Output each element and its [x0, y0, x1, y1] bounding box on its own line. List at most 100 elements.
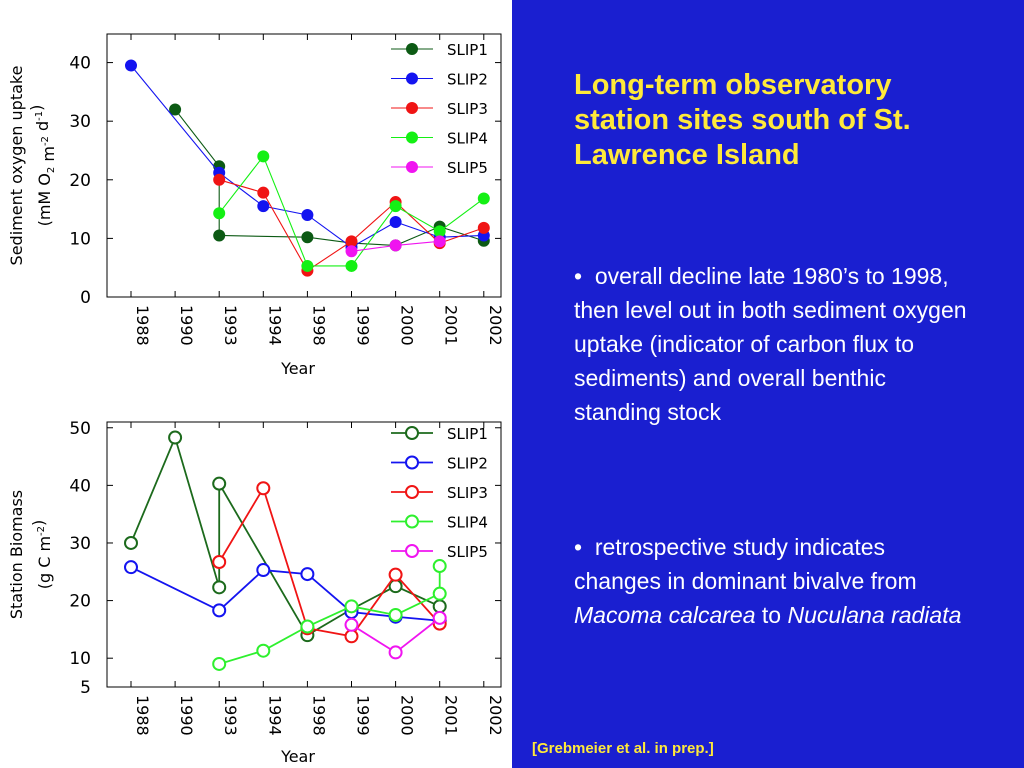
data-point-slip3: [344, 629, 359, 644]
data-point-slip1: [169, 103, 182, 116]
x-tick-label: 2002: [486, 305, 505, 346]
data-point-slip2: [301, 208, 314, 221]
bullet-marker: •: [574, 534, 583, 560]
data-point-slip5: [388, 645, 403, 660]
y-axis-title: Station Biomass: [7, 490, 26, 619]
legend-label-slip5: SLIP5: [447, 543, 488, 561]
data-point-slip2: [125, 59, 137, 72]
data-point-slip5: [389, 239, 402, 252]
plot-frame: [106, 33, 502, 298]
data-point-slip4: [300, 619, 315, 634]
series-line-slip1: [130, 434, 441, 637]
plot-frame: [106, 421, 502, 688]
data-point-slip3: [477, 221, 490, 234]
x-tick-label: 1990: [177, 305, 196, 346]
legend-marker: [405, 455, 419, 470]
legend-label-slip2: SLIP2: [447, 71, 488, 89]
data-point-slip4: [344, 599, 359, 614]
legend-label-slip3: SLIP3: [447, 100, 488, 118]
data-point-slip5: [344, 617, 359, 632]
x-axis-title: Year: [280, 747, 315, 766]
x-tick-label: 1988: [133, 305, 152, 346]
series-line-slip2: [130, 65, 484, 248]
data-point-slip3: [345, 235, 358, 248]
data-point-slip4: [432, 586, 447, 601]
x-tick-label: 2000: [398, 305, 417, 346]
x-tick-label: 1994: [265, 305, 284, 346]
citation: [Grebmeier et al. in prep.]: [532, 740, 714, 757]
x-tick-label: 1988: [133, 695, 152, 736]
legend-marker: [406, 72, 418, 85]
legend-label-slip2: SLIP2: [447, 455, 488, 473]
legend-label-slip3: SLIP3: [447, 484, 488, 502]
data-point-slip3: [213, 173, 226, 186]
data-point-slip1: [168, 430, 183, 445]
data-point-slip1: [301, 231, 314, 244]
data-point-slip2: [257, 200, 270, 213]
legend-label-slip1: SLIP1: [447, 41, 488, 59]
legend-marker: [405, 426, 419, 440]
x-tick-label: 2000: [398, 695, 417, 736]
data-point-slip4: [213, 207, 226, 220]
y-tick-label: 30: [69, 112, 91, 132]
data-point-slip3: [257, 186, 270, 199]
data-point-slip3: [388, 567, 403, 582]
x-axis-title: Year: [280, 359, 315, 378]
data-point-slip4: [301, 259, 314, 272]
x-tick-label: 2002: [486, 695, 505, 736]
data-point-slip4: [212, 656, 227, 671]
x-tick-label: 2001: [442, 695, 461, 736]
y-tick-label: 5: [80, 678, 91, 698]
data-point-slip1: [212, 476, 227, 491]
species-name-nuculana: Nuculana radiata: [787, 602, 962, 628]
legend-marker: [406, 102, 418, 114]
y-tick-label: 20: [69, 171, 91, 191]
data-point-slip2: [300, 567, 315, 582]
data-point-slip2: [124, 560, 138, 575]
legend-marker: [405, 485, 419, 499]
bullet-point-1: • overall decline late 1980’s to 1998, t…: [574, 259, 974, 429]
y-tick-label: 50: [69, 419, 91, 439]
data-point-slip2: [389, 215, 402, 228]
x-tick-label: 1998: [309, 305, 328, 346]
y-tick-label: 20: [69, 592, 91, 612]
bullet-marker: •: [574, 263, 583, 289]
text-panel: Long-term observatory station sites sout…: [512, 0, 1024, 768]
data-point-slip4: [477, 192, 490, 205]
data-point-slip5: [433, 235, 446, 248]
data-point-slip4: [433, 225, 446, 238]
x-tick-label: 1999: [354, 305, 373, 346]
station-biomass-chart: 5 10 20 30 40 50 1988 1990 1993 1994 1998 1999 2000 2…: [7, 419, 505, 766]
x-tick-label: 1990: [177, 695, 196, 736]
y-tick-label: 30: [69, 534, 91, 554]
legend-label-slip4: SLIP4: [447, 130, 488, 148]
legend-marker: [406, 43, 418, 55]
bullet-text-connector: to: [755, 602, 788, 628]
bullet-point-2: • retrospective study indicates changes …: [574, 530, 974, 632]
x-tick-label: 1994: [265, 695, 284, 736]
data-point-slip2: [256, 563, 271, 578]
x-tick-label: 2001: [442, 305, 461, 346]
data-point-slip1: [212, 580, 227, 595]
y-tick-label: 40: [69, 476, 91, 496]
data-point-slip4: [257, 150, 270, 163]
data-point-slip4: [389, 200, 402, 213]
x-tick-label: 1993: [221, 695, 240, 736]
legend-label-slip1: SLIP1: [447, 425, 488, 443]
charts-panel: 0 10 20 30 40 1988 1990 1993 1994 1998 1999 2000 200…: [7, 33, 505, 766]
data-point-slip3: [212, 554, 227, 569]
oxygen-uptake-chart: 0 10 20 30 40 1988 1990 1993 1994 1998 1999 2000 200…: [7, 33, 505, 378]
slide-title: Long-term observatory station sites sout…: [574, 69, 911, 171]
bullet-text: overall decline late 1980’s to 1998, the…: [574, 263, 967, 425]
data-point-slip5: [432, 610, 447, 625]
data-point-slip1: [213, 229, 226, 242]
species-name-macoma: Macoma calcarea: [574, 602, 756, 628]
x-tick-label: 1998: [309, 695, 328, 736]
y-tick-label: 10: [69, 649, 91, 669]
legend-marker: [405, 544, 419, 558]
x-tick-label: 1993: [221, 305, 240, 346]
data-point-slip4: [432, 559, 447, 574]
bullet-text: retrospective study indicates changes in…: [574, 534, 917, 594]
legend-label-slip5: SLIP5: [447, 159, 488, 177]
y-axis-title-units: (g C m-2): [29, 520, 54, 590]
